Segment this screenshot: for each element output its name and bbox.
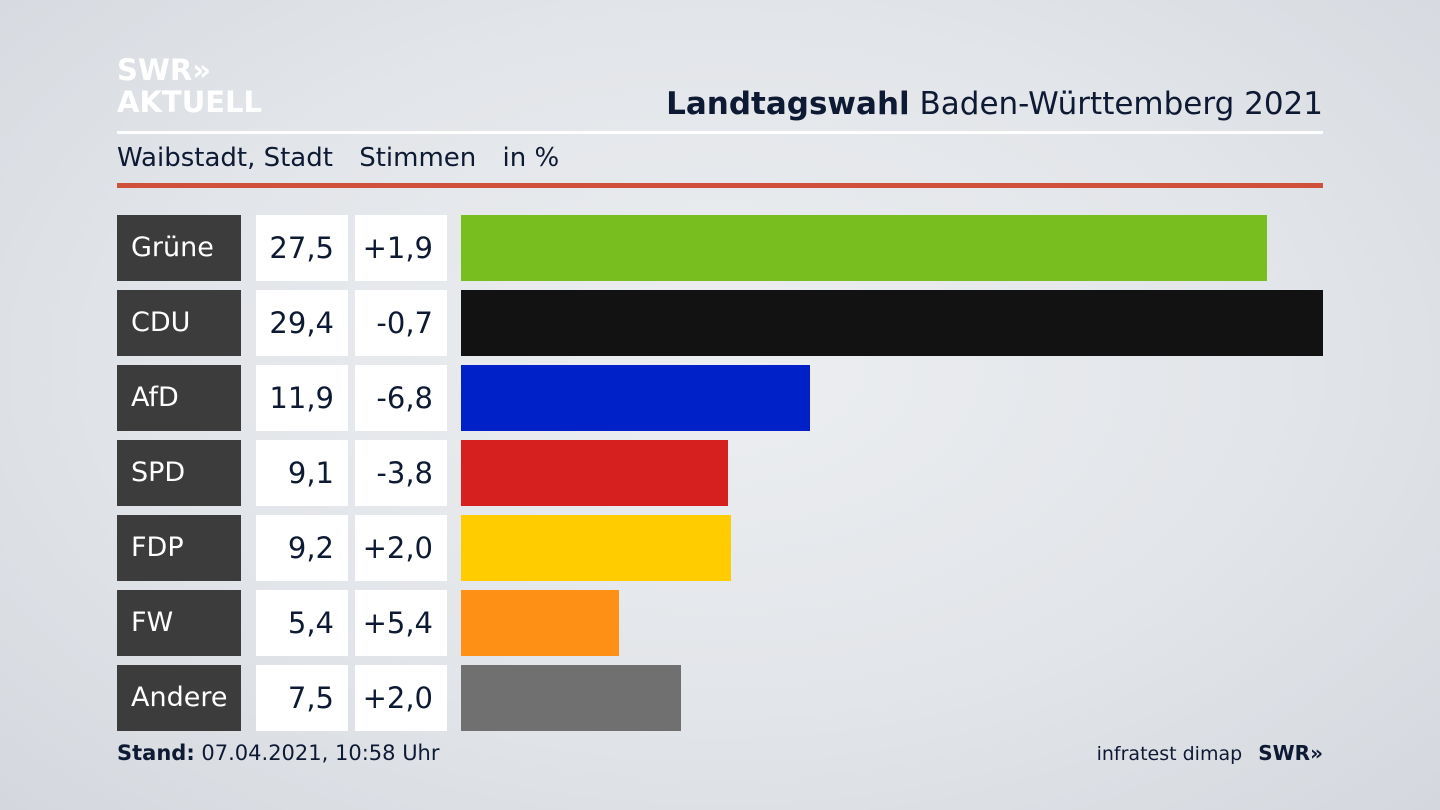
- change-label: +1,9: [355, 215, 447, 281]
- change-label: -0,7: [355, 290, 447, 356]
- stand-label: Stand:: [117, 741, 195, 765]
- party-label: FW: [117, 590, 241, 656]
- change-label: +2,0: [355, 515, 447, 581]
- subtitle-measure: Stimmen: [359, 143, 477, 173]
- result-row: FW 5,4 +5,4: [117, 590, 1323, 656]
- vote-share-label: 9,2: [256, 515, 348, 581]
- party-label: Grüne: [117, 215, 241, 281]
- header-divider: [117, 131, 1323, 134]
- party-label: FDP: [117, 515, 241, 581]
- result-row: AfD 11,9 -6,8: [117, 365, 1323, 431]
- subtitle: Waibstadt, Stadt Stimmen in %: [117, 143, 577, 173]
- vote-share-label: 5,4: [256, 590, 348, 656]
- vote-share-bar: [461, 365, 810, 431]
- vote-share-bar: [461, 215, 1267, 281]
- timestamp: Stand: 07.04.2021, 10:58 Uhr: [117, 741, 440, 765]
- logo-line-1: SWR»: [117, 53, 211, 87]
- vote-share-label: 11,9: [256, 365, 348, 431]
- result-row: Grüne 27,5 +1,9: [117, 215, 1323, 281]
- vote-share-bar: [461, 290, 1323, 356]
- party-label: AfD: [117, 365, 241, 431]
- result-row: CDU 29,4 -0,7: [117, 290, 1323, 356]
- result-row: SPD 9,1 -3,8: [117, 440, 1323, 506]
- accent-divider: [117, 183, 1323, 188]
- vote-share-bar: [461, 440, 728, 506]
- change-label: +2,0: [355, 665, 447, 731]
- vote-share-bar: [461, 665, 681, 731]
- source-credit: infratest dimap SWR»: [1097, 741, 1323, 765]
- change-label: +5,4: [355, 590, 447, 656]
- title-rest: Baden-Württemberg 2021: [919, 86, 1323, 122]
- change-label: -3,8: [355, 440, 447, 506]
- source-label: infratest dimap: [1096, 743, 1243, 765]
- swr-aktuell-logo: SWR» AKTUELL: [117, 54, 262, 118]
- logo-line-2: AKTUELL: [117, 85, 263, 119]
- result-row: Andere 7,5 +2,0: [117, 665, 1323, 731]
- vote-share-label: 27,5: [256, 215, 348, 281]
- party-label: Andere: [117, 665, 241, 731]
- vote-share-label: 29,4: [256, 290, 348, 356]
- vote-share-label: 9,1: [256, 440, 348, 506]
- page-title: Landtagswahl Baden-Württemberg 2021: [666, 86, 1323, 122]
- result-row: FDP 9,2 +2,0: [117, 515, 1323, 581]
- party-label: CDU: [117, 290, 241, 356]
- subtitle-unit: in %: [502, 143, 560, 173]
- vote-share-label: 7,5: [256, 665, 348, 731]
- change-label: -6,8: [355, 365, 447, 431]
- stand-value: 07.04.2021, 10:58 Uhr: [201, 741, 440, 765]
- vote-share-bar: [461, 515, 731, 581]
- party-label: SPD: [117, 440, 241, 506]
- subtitle-place: Waibstadt, Stadt: [117, 143, 333, 173]
- footer-swr-logo: SWR»: [1258, 741, 1323, 765]
- title-bold: Landtagswahl: [666, 86, 910, 122]
- vote-share-bar: [461, 590, 619, 656]
